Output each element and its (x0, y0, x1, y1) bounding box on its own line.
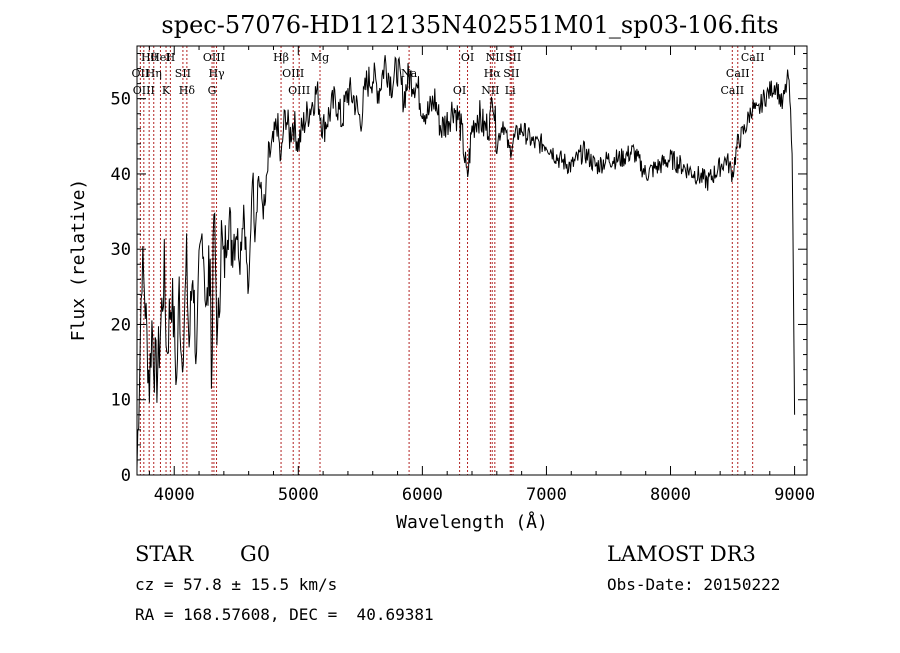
x-tick-label: 9000 (774, 485, 815, 505)
y-tick-label: 20 (111, 315, 131, 335)
spectral-line-label: H (166, 51, 176, 64)
x-tick-label: 5000 (278, 485, 319, 505)
y-axis-ticks: 0 10 20 30 40 50 (111, 53, 807, 486)
spectral-line-label: OIII (282, 67, 304, 80)
obs-date-text: Obs-Date: 20150222 (607, 575, 780, 594)
spectral-line-label: Hα (484, 67, 502, 80)
x-tick-label: 4000 (154, 485, 195, 505)
spectral-line-label: OII (131, 67, 149, 80)
spectral-line-label: Hγ (208, 67, 225, 80)
x-tick-label: 8000 (650, 485, 691, 505)
y-tick-label: 40 (111, 165, 131, 185)
spectral-line-label: CaII (720, 84, 744, 97)
y-axis-label: Flux (relative) (68, 179, 89, 342)
y-tick-label: 0 (121, 466, 131, 486)
y-tick-label: 30 (111, 240, 131, 260)
y-tick-label: 50 (111, 90, 131, 110)
x-tick-label: 7000 (526, 485, 567, 505)
spectral-line-label: OI (453, 84, 466, 97)
spectral-line-label: G (208, 84, 217, 97)
plot-frame (136, 45, 808, 476)
spectral-line-label: OI (461, 51, 474, 64)
spectral-line-label: Hβ (273, 51, 289, 64)
spectral-line-label: OIII (133, 84, 155, 97)
spectral-line-label: Li (505, 84, 516, 97)
spectral-line-label: Hδ (179, 84, 196, 97)
spectral-line-label: CaII (726, 67, 750, 80)
spectral-line-label: Mg (311, 51, 329, 64)
spectral-line-label: CaII (741, 51, 765, 64)
spectral-line-label: HeI (150, 51, 170, 64)
x-axis-label: Wavelength (Å) (396, 511, 548, 533)
spectral-line-labels: Hθ OII OIII HeI HηK H SII Hδ OIII Hγ G Hβ OIII OIII Mg… (131, 51, 764, 97)
spectral-line-markers (139, 46, 754, 475)
object-class: STAR (135, 542, 194, 566)
chart-title: spec-57076-HD112135N402551M01_sp03-106.f… (161, 11, 778, 39)
x-axis-ticks: 4000 5000 6000 7000 8000 9000 (148, 46, 815, 505)
spectral-line-label: NII (486, 51, 504, 64)
redshift-text: cz = 57.8 ± 15.5 km/s (135, 575, 337, 594)
spectral-line-label: K (162, 84, 171, 97)
coordinates-text: RA = 168.57608, DEC = 40.69381 (135, 605, 434, 624)
spectral-line-label: Na (401, 67, 418, 80)
survey-name: LAMOST DR3 (607, 542, 756, 566)
spectral-line-label: SII (175, 67, 191, 80)
spectral-line-label: Hθ (141, 51, 158, 64)
spectral-line-label: SII (503, 67, 519, 80)
spectral-line-label: OIII (203, 51, 225, 64)
object-subclass: G0 (240, 542, 270, 566)
spectral-line-label: SII (505, 51, 521, 64)
spectral-line-label: NII (481, 84, 499, 97)
y-tick-label: 10 (111, 391, 131, 411)
spectral-line-label: OIII (288, 84, 310, 97)
spectrum-line (136, 55, 796, 469)
x-tick-label: 6000 (402, 485, 443, 505)
spectral-line-label: Hη (146, 67, 162, 80)
